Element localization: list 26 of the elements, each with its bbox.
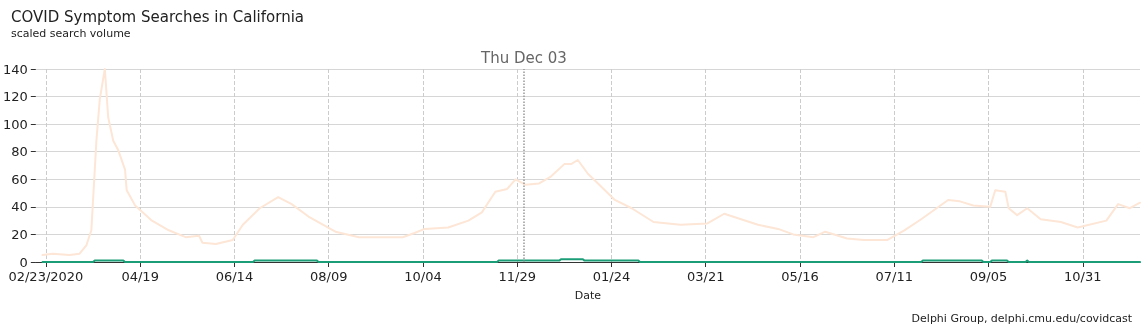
y-tick-label: 40 — [11, 199, 28, 215]
y-tick-label: 100 — [2, 116, 28, 132]
x-tick-label: 08/09 — [309, 269, 348, 284]
x-tick-label: 01/24 — [592, 269, 631, 284]
chart-title: COVID Symptom Searches in California — [11, 7, 305, 26]
y-tick-label: 80 — [11, 144, 28, 160]
x-tick-label: 07/11 — [875, 269, 913, 284]
x-tick-label: 04/19 — [121, 269, 159, 284]
y-tick-label: 140 — [2, 61, 28, 77]
y-tick-label: 0 — [19, 254, 28, 270]
y-tick-label: 20 — [11, 226, 28, 242]
text: Delphi Group, delphi.cmu.edu/covidcast — [911, 312, 1133, 325]
x-tick-label: 02/23/2020 — [8, 269, 84, 284]
y-tick-label: 120 — [2, 89, 28, 105]
x-axis-title: Date — [574, 289, 602, 302]
x-tick-label: 10/31 — [1064, 269, 1102, 284]
x-tick-label: 06/14 — [215, 269, 254, 284]
x-tick-label: 10/04 — [404, 269, 442, 284]
x-tick-label: 11/29 — [498, 269, 536, 284]
line-series — [41, 68, 1141, 257]
ref-line-label: Thu Dec 03 — [480, 48, 567, 67]
x-tick-label: 03/21 — [687, 269, 725, 284]
x-tick-label: 05/16 — [781, 269, 819, 284]
x-tick-label: 09/05 — [969, 269, 1008, 284]
chart-subtitle: scaled search volume — [11, 27, 131, 40]
y-tick-label: 60 — [11, 171, 28, 187]
